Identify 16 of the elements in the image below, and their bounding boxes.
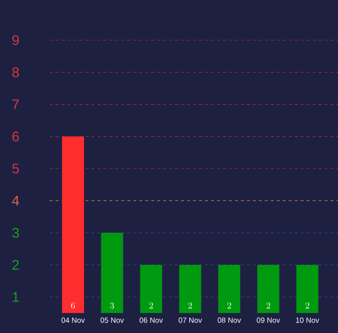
y-tick-label: 4 <box>12 196 20 206</box>
y-tick-label: 5 <box>12 164 19 174</box>
y-tick-label: 9 <box>12 35 19 46</box>
y-tick-label: 8 <box>12 67 19 78</box>
y-tick-label: 2 <box>12 260 19 270</box>
data-label: 2 <box>188 302 192 308</box>
data-label: 2 <box>149 302 153 308</box>
data-label: 2 <box>227 302 232 308</box>
data-label: 2 <box>306 302 310 308</box>
data-label: 3 <box>110 302 114 309</box>
data-label: 6 <box>71 302 75 309</box>
y-tick-label: 1 <box>12 292 19 302</box>
y-tick-label: 3 <box>12 228 19 238</box>
y-tick-label: 6 <box>12 132 19 142</box>
y-tick-label: 7 <box>12 100 19 110</box>
data-label: 2 <box>266 302 270 308</box>
